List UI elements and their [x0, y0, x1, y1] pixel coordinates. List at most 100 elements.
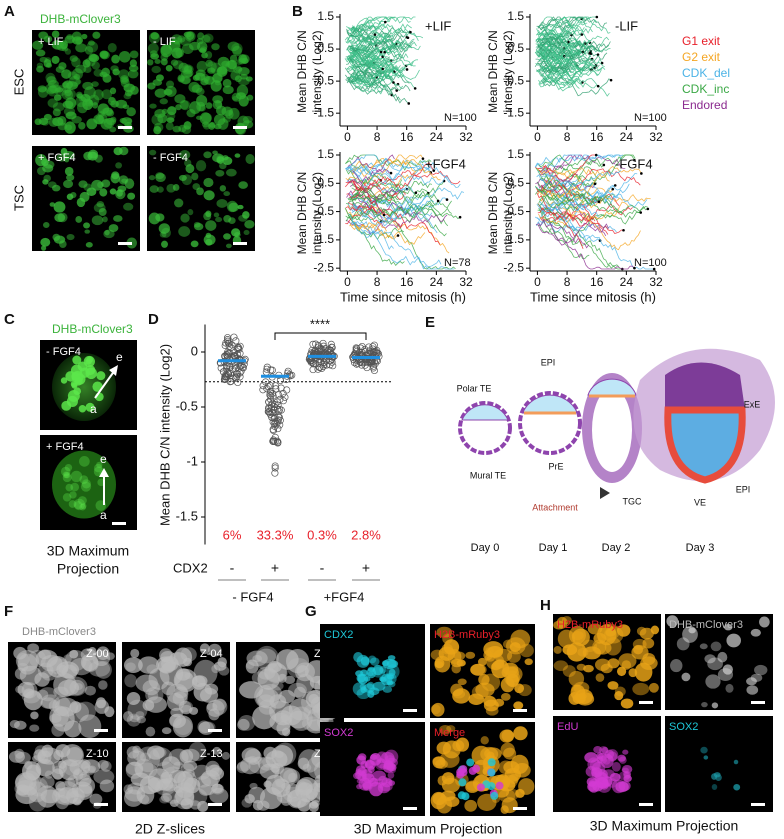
- cell: [456, 768, 465, 777]
- micrograph: [147, 30, 255, 136]
- cell: [387, 655, 396, 661]
- dot: [236, 342, 244, 350]
- cell: [149, 149, 157, 156]
- cell: [245, 76, 253, 82]
- x-tick-label: 0: [534, 130, 541, 144]
- cell: [279, 767, 298, 783]
- trace-end: [406, 36, 410, 40]
- scale-bar: [513, 807, 527, 810]
- cell: [640, 656, 658, 670]
- cell: [455, 737, 470, 752]
- cell: [53, 94, 62, 101]
- cell: [127, 69, 139, 79]
- dot: [228, 341, 236, 349]
- cell: [642, 638, 655, 649]
- trace: [541, 170, 621, 188]
- caption: 3D Maximum Projection: [354, 821, 503, 837]
- cell: [243, 229, 250, 236]
- cell: [40, 237, 51, 247]
- cell: [236, 761, 251, 772]
- cell: [51, 723, 65, 737]
- cell: [39, 56, 48, 63]
- y-tick-label: -1: [186, 453, 198, 468]
- dot: [275, 413, 283, 421]
- trace-end: [622, 228, 625, 232]
- nucleus: [71, 382, 78, 389]
- cell: [446, 725, 456, 733]
- cell: [180, 100, 191, 111]
- trace-end: [379, 50, 383, 54]
- trace: [346, 29, 411, 43]
- cell: [109, 87, 117, 95]
- cell: [619, 756, 627, 764]
- trace: [536, 37, 586, 58]
- cell: [485, 706, 499, 716]
- trace-end: [383, 50, 386, 54]
- cell: [476, 783, 485, 792]
- dot: [227, 344, 235, 352]
- dot: [270, 414, 278, 423]
- n-label: N=78: [444, 257, 471, 269]
- axis-letter: a: [100, 508, 107, 522]
- dot: [306, 351, 315, 359]
- scale-bar: [208, 729, 222, 732]
- x-tick-label: 24: [620, 275, 634, 289]
- cell: [27, 643, 40, 653]
- cell: [101, 179, 111, 188]
- cell: [72, 767, 88, 780]
- dot: [269, 425, 277, 433]
- cell: [75, 79, 82, 85]
- cell: [135, 711, 145, 718]
- nucleus: [80, 481, 92, 492]
- diagram-label: Attachment: [532, 502, 578, 512]
- cell: [88, 53, 98, 62]
- trace: [536, 16, 608, 32]
- trace: [542, 76, 612, 97]
- trace: [349, 51, 401, 72]
- cell: [524, 658, 533, 666]
- cell: [383, 760, 394, 770]
- cell: [240, 73, 248, 80]
- trace: [348, 212, 455, 270]
- cell: [746, 677, 757, 686]
- cell: [89, 793, 103, 805]
- cell: [48, 117, 60, 127]
- cell: [607, 658, 620, 669]
- cell: [123, 789, 143, 807]
- cell: [188, 81, 200, 93]
- scale-bar: [118, 242, 132, 245]
- cell: [705, 674, 721, 689]
- nucleus: [78, 405, 87, 413]
- cell: [246, 94, 254, 101]
- cell: [495, 781, 504, 790]
- diagram-label: EPI: [736, 484, 751, 494]
- diagram-label: Polar TE: [457, 383, 492, 393]
- y-axis-label: Mean DHB C/N: [486, 172, 500, 255]
- trace-end: [600, 61, 604, 65]
- condition-label: - LIF: [153, 36, 176, 48]
- cell: [257, 756, 277, 771]
- trace-end: [633, 266, 636, 270]
- trace-end: [567, 40, 570, 44]
- cell: [242, 211, 250, 219]
- cell: [79, 191, 90, 202]
- y-tick-label: -0.5: [503, 73, 524, 87]
- trace: [540, 52, 608, 84]
- cell: [71, 116, 82, 124]
- cell: [248, 756, 271, 774]
- cell: [682, 626, 698, 643]
- cell: [377, 782, 391, 794]
- nucleus: [93, 463, 103, 473]
- nucleus: [96, 461, 103, 469]
- cell: [203, 190, 215, 201]
- cell: [211, 664, 221, 674]
- trace-end: [413, 87, 417, 90]
- cell: [614, 686, 626, 697]
- cell: [514, 683, 525, 694]
- cell: [205, 238, 213, 246]
- legend-entry: G2 exit: [682, 50, 721, 64]
- dot: [232, 337, 240, 345]
- cell: [83, 222, 91, 229]
- cell: [81, 33, 88, 40]
- cell: [75, 784, 93, 800]
